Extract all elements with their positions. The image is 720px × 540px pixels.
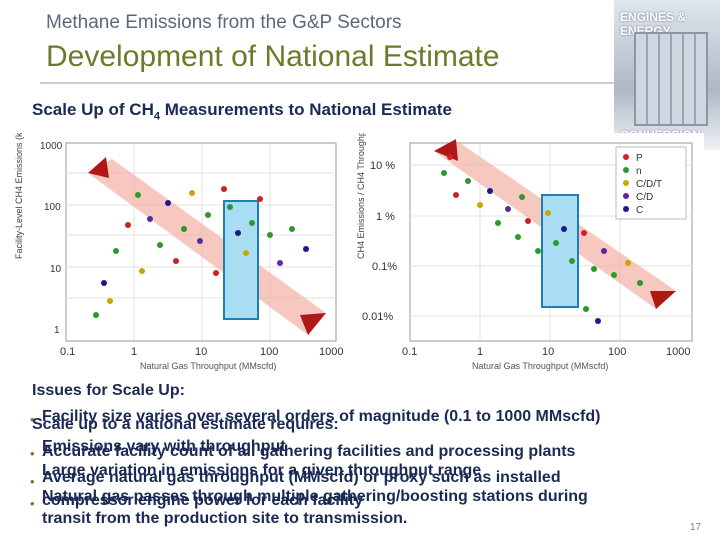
right-arrow-head-lower [650, 291, 676, 309]
left-x-tick: 0.1 [60, 346, 75, 358]
right-data-points [441, 154, 643, 324]
right-y-tick: 0.01% [362, 311, 393, 323]
left-chart: Facility-Level CH4 Emissions (kg/hr) 100… [8, 133, 348, 378]
legend-marker [623, 193, 629, 199]
legend-marker [623, 167, 629, 173]
right-x-axis-label: Natural Gas Throughput (MMscfd) [472, 361, 608, 371]
lab-logo: ENGINES & ENERGY CONVERSION LAB [614, 0, 720, 156]
slide-title: Development of National Estimate [46, 40, 500, 73]
bullet-icon: • [30, 412, 35, 427]
right-x-tick: 1 [477, 346, 483, 358]
slide-kicker: Methane Emissions from the G&P Sectors [46, 12, 402, 33]
bullet-icon: • [30, 446, 35, 461]
left-arrow-head-lower [300, 313, 326, 335]
left-highlight-box [223, 200, 259, 320]
issue-line: Average natural gas throughput (MMscfd) … [42, 469, 561, 486]
left-y-axis-label: Facility-Level CH4 Emissions (kg/hr) [14, 133, 24, 259]
chart-section-title: Scale Up of CH4 Measurements to National… [32, 100, 452, 123]
left-x-axis-label: Natural Gas Throughput (MMscfd) [140, 361, 276, 371]
left-y-tick: 100 [44, 202, 61, 213]
left-x-tick: 10 [195, 346, 207, 358]
issue-line: transit from the production site to tran… [42, 510, 408, 527]
legend-marker [623, 154, 629, 160]
bullet-icon: • [30, 474, 35, 489]
right-y-axis-label: CH4 Emissions / CH4 Throughput (%) [356, 133, 366, 259]
legend-label: C/D [636, 192, 653, 203]
left-y-tick: 1 [54, 325, 60, 336]
issue-line: Large variation in emissions for a given… [42, 462, 482, 479]
legend-label: C/D/T [636, 179, 662, 190]
title-divider [40, 82, 672, 84]
right-x-tick: 1000 [666, 346, 690, 358]
left-y-tick: 10 [50, 264, 62, 275]
left-arrow-head-upper [88, 157, 109, 178]
issues-heading: Issues for Scale Up: [32, 382, 185, 399]
legend-label: P [636, 153, 643, 164]
bullet-icon: • [30, 496, 35, 511]
left-data-points [93, 186, 309, 318]
issue-line: Facility size varies over several orders… [42, 408, 601, 425]
page-number: 17 [690, 522, 702, 533]
left-y-tick: 1000 [40, 141, 63, 152]
left-x-tick: 100 [260, 346, 278, 358]
right-x-tick: 100 [608, 346, 626, 358]
issue-line: Emissions vary with throughput [42, 438, 286, 455]
legend-marker [623, 180, 629, 186]
issue-line: Accurate facility count of all gathering… [42, 443, 576, 460]
right-x-tick: 10 [542, 346, 554, 358]
right-y-tick: 0.1% [372, 261, 397, 273]
right-x-tick: 0.1 [402, 346, 417, 358]
right-y-tick: 1 % [376, 211, 395, 223]
legend-marker [623, 206, 629, 212]
right-y-tick: 10 % [370, 160, 395, 172]
issue-line: compressor engine power for each facilit… [42, 492, 363, 509]
legend-label: n [636, 166, 642, 177]
issue-line: Natural gas passes through multiple gath… [42, 488, 588, 505]
right-chart: CH4 Emissions / CH4 Throughput (%) 10 % … [352, 133, 704, 378]
legend-label: C [636, 205, 643, 216]
left-x-tick: 1000 [319, 346, 343, 358]
left-trend-band [88, 159, 326, 335]
building-graphic [634, 32, 708, 126]
left-x-tick: 1 [131, 346, 137, 358]
right-legend: P n C/D/T C/D C [615, 146, 687, 220]
issue-line: Scale up to a national estimate requires… [32, 416, 339, 433]
